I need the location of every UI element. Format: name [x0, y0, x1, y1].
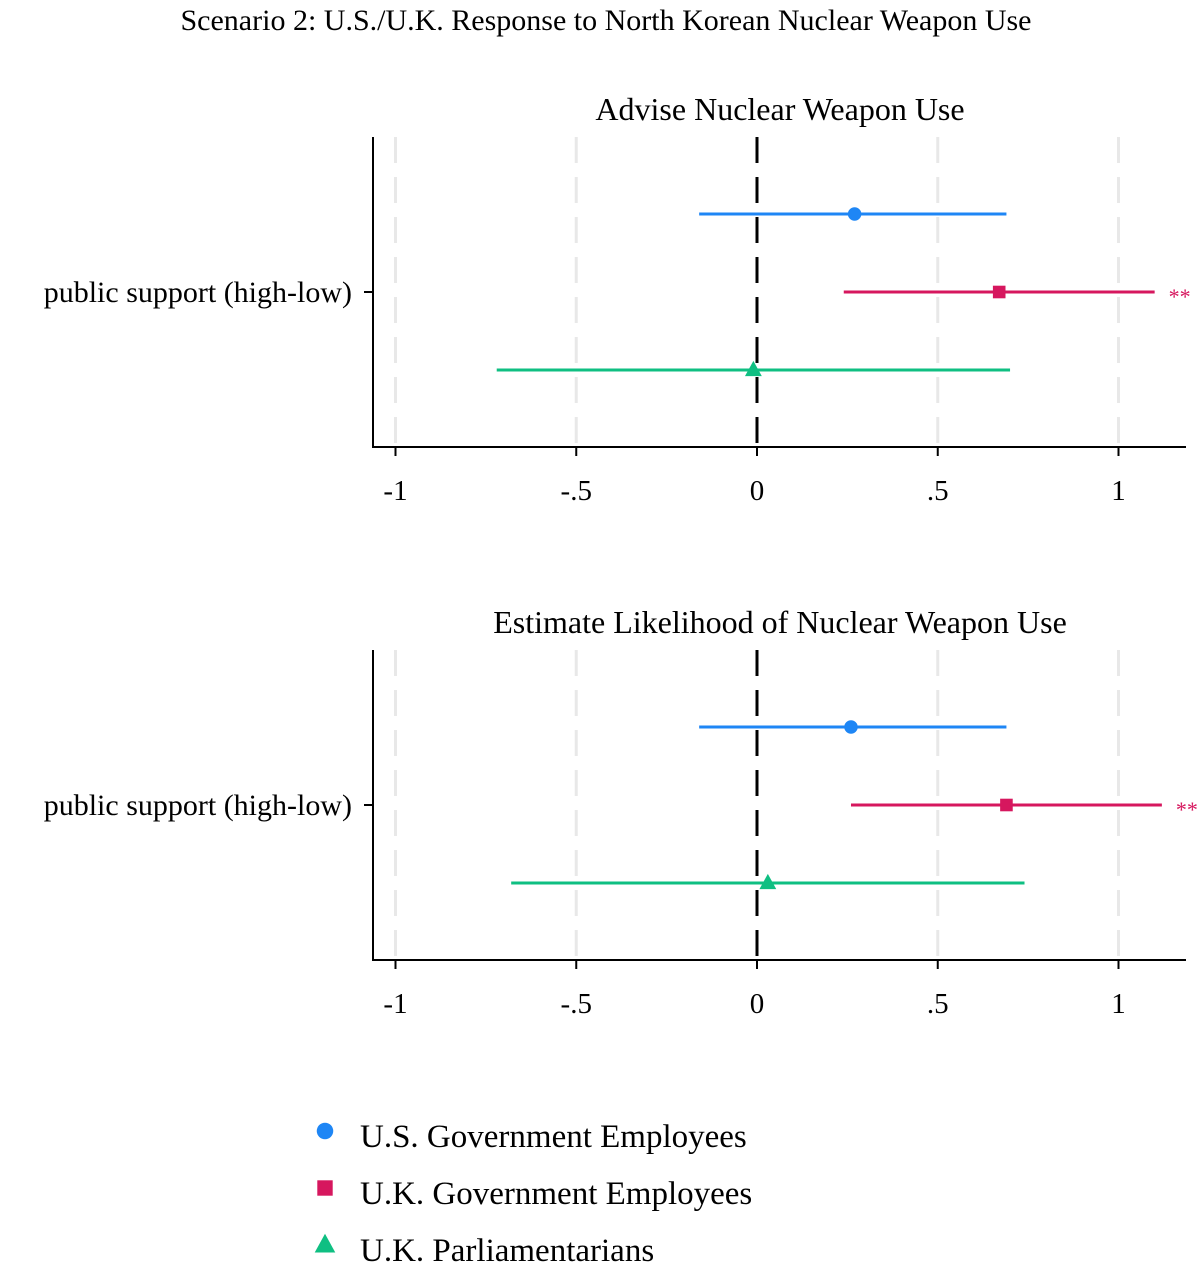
significance-marker: **	[1176, 797, 1198, 822]
x-tick-label: 1	[1111, 475, 1126, 507]
series-1	[699, 207, 1007, 221]
svg-text:U.S. Government Employees: U.S. Government Employees	[360, 1119, 747, 1155]
x-tick-label: -1	[383, 988, 407, 1020]
x-tick-label: .5	[927, 988, 949, 1020]
panel-title: Advise Nuclear Weapon Use	[595, 91, 964, 127]
series-3	[511, 873, 1025, 890]
svg-text:U.K. Government Employees: U.K. Government Employees	[360, 1176, 752, 1212]
panel-title: Estimate Likelihood of Nuclear Weapon Us…	[493, 604, 1067, 640]
series-2: **	[850, 797, 1198, 822]
svg-text:U.K. Parliamentarians: U.K. Parliamentarians	[360, 1233, 654, 1269]
legend-item: U.K. Parliamentarians	[314, 1233, 654, 1269]
panel-1: Advise Nuclear Weapon Use public support …	[44, 91, 1191, 507]
panel-2: Estimate Likelihood of Nuclear Weapon Us…	[44, 604, 1198, 1020]
y-category-label: public support (high-low)	[44, 789, 352, 822]
x-tick-label: -1	[383, 475, 407, 507]
legend-item: U.K. Government Employees	[317, 1176, 752, 1212]
x-tick-label: .5	[927, 475, 949, 507]
x-tick-label: 0	[750, 988, 765, 1020]
series-1	[699, 720, 1007, 734]
x-tick-label: -.5	[561, 475, 592, 507]
significance-marker: **	[1169, 284, 1191, 309]
y-category-label: public support (high-low)	[44, 276, 352, 309]
x-tick-label: -.5	[561, 988, 592, 1020]
series-2: **	[843, 284, 1191, 309]
x-tick-label: 1	[1111, 988, 1126, 1020]
x-tick-label: 0	[750, 475, 765, 507]
figure-title: Scenario 2: U.S./U.K. Response to North …	[180, 4, 1031, 37]
legend-item: U.S. Government Employees	[316, 1119, 747, 1155]
series-3	[496, 360, 1011, 377]
legend: U.S. Government Employees U.K. Government…	[314, 1119, 752, 1269]
